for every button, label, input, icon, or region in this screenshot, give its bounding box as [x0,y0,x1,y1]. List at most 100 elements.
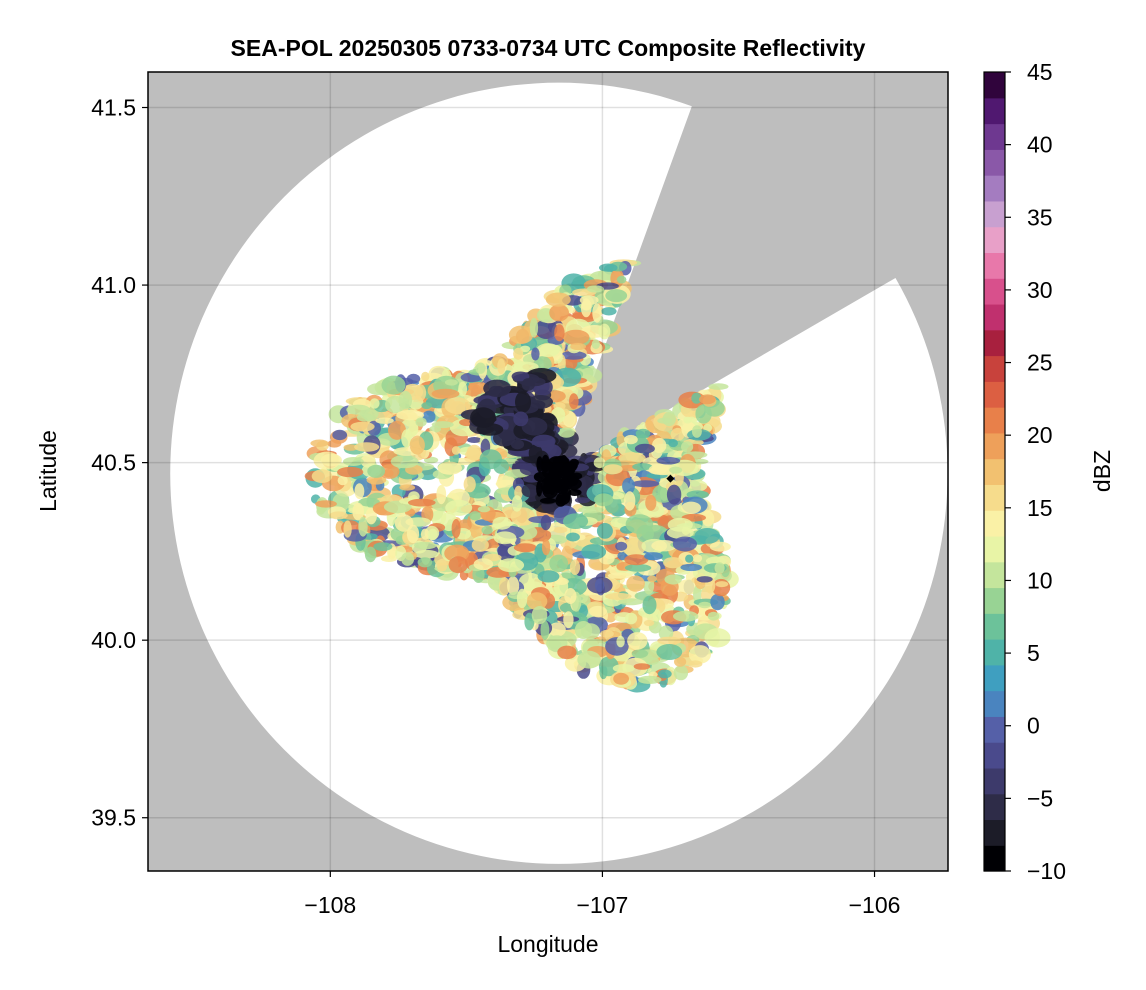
colorbar-segment [984,175,1005,202]
colorbar-segment [984,664,1005,692]
echo-cell [681,441,694,453]
echo-cell [492,516,512,530]
colorbar-segment [984,613,1005,640]
echo-cell [354,483,365,500]
echo-cell [518,572,543,592]
echo-cell [541,454,550,473]
echo-cell [663,557,684,569]
echo-cell [515,391,531,413]
colorbar-segment [984,819,1005,846]
echo-cell [483,379,512,397]
echo-cell [466,444,482,461]
echo-cell [657,636,682,645]
echo-cell [699,394,716,405]
echo-cell [396,409,425,421]
colorbar-segment [984,484,1005,511]
echo-cell [555,494,567,507]
chart-title: SEA-POL 20250305 0733-0734 UTC Composite… [231,35,866,61]
echo-cell [686,490,709,499]
echo-cell [647,575,657,583]
echo-cell [379,464,400,479]
echo-cell [709,541,731,552]
colorbar-segment [984,72,1005,99]
echo-cell [477,505,491,513]
echo-cell [692,554,703,563]
x-axis-label: Longitude [497,931,598,957]
colorbar-tick-label: 20 [1027,422,1053,448]
echo-cell [651,540,677,552]
echo-cell [513,411,529,427]
echo-cell [569,393,579,410]
colorbar-tick-label: 10 [1027,567,1053,593]
colorbar-segment [984,252,1005,279]
echo-cell [612,664,635,673]
echo-cell [536,480,543,497]
echo-cell [497,558,525,573]
echo-cell [451,519,461,539]
echo-cell [670,427,685,441]
echo-cell [613,672,629,685]
echo-cell [577,650,601,669]
echo-cell [493,531,517,545]
echo-cell [624,554,649,566]
echo-cell [642,595,657,615]
y-tick-label: 40.5 [91,450,136,476]
echo-cell [685,554,694,563]
echo-cell [605,592,632,600]
echo-cell [415,384,427,402]
echo-cell [570,343,586,351]
echo-cell [479,449,502,470]
echo-cell [545,292,571,307]
echo-cell [616,635,625,648]
echo-cell [329,511,348,520]
echo-cell [567,475,576,483]
echo-cell [643,619,655,627]
echo-cell [421,371,430,382]
echo-cell [598,656,619,677]
colorbar-segment [984,123,1005,150]
echo-cell [568,489,582,496]
echo-cell [618,598,644,606]
echo-cell [574,497,591,504]
echo-cell [445,499,473,516]
echo-cell [364,546,377,563]
echo-cell [681,501,701,514]
colorbar-frame [983,71,1006,872]
echo-cell [539,497,556,504]
colorbar-segment [984,432,1005,460]
y-tick-label: 41.5 [91,95,136,121]
echo-cell [451,446,461,455]
echo-cell [401,552,415,566]
echo-cell [356,413,374,422]
colorbar-segment [984,407,1005,434]
echo-cell [536,343,560,357]
colorbar-segment [984,742,1005,769]
echo-cell [420,528,430,540]
echo-cell [415,417,427,427]
echo-cell [510,439,525,450]
echo-cell [644,552,663,561]
plot-frame [147,71,949,872]
echo-cell [369,398,380,409]
echo-cell [691,425,702,438]
echo-cell [668,439,678,448]
echo-cell [593,457,606,469]
echo-cell [598,323,611,340]
echo-cell [427,528,438,541]
echo-cell [414,541,437,550]
echo-cell [556,486,565,494]
echo-cell [625,612,638,625]
echo-cell [631,480,660,488]
x-axis: −108 −107 −106 [304,871,900,918]
echo-cell [513,543,537,553]
echo-cell [521,378,535,391]
echo-cell [511,361,539,372]
echo-cell [549,304,569,322]
echo-cell [358,497,380,507]
echo-cell [548,640,562,649]
echo-cell [691,392,702,404]
echo-cell [444,379,458,386]
echo-cell [645,494,657,511]
echo-cell [634,443,655,454]
radar-site-marker [666,474,675,483]
